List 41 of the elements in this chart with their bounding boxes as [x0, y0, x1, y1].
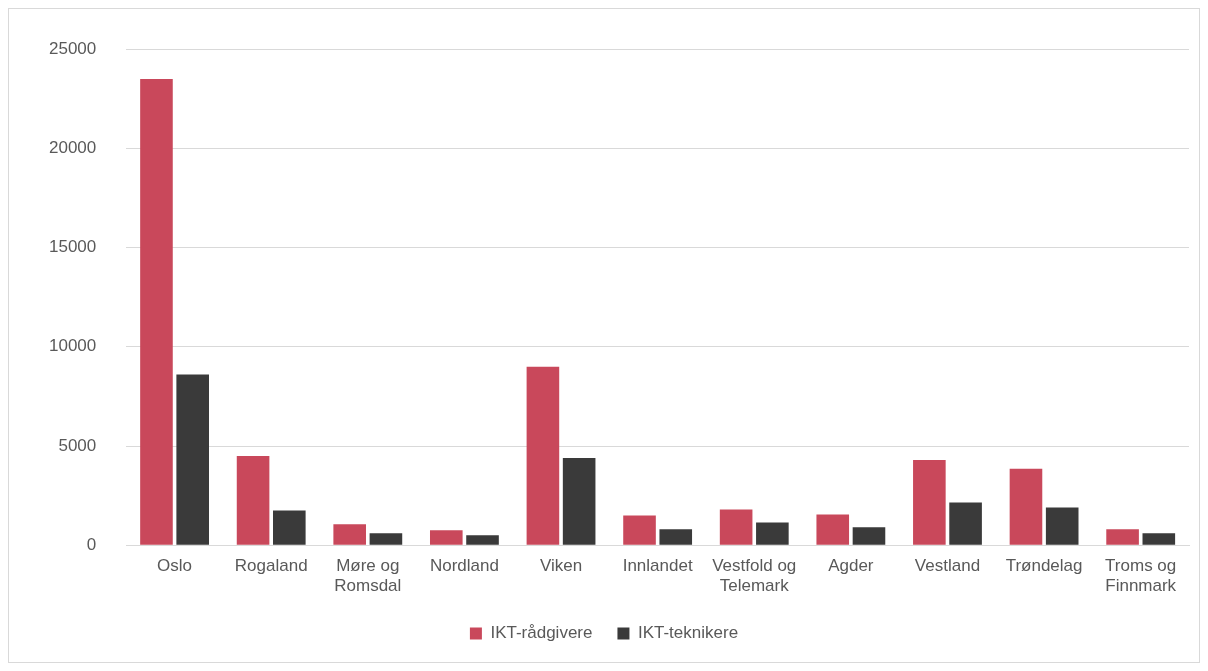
x-tick-label: Oslo [157, 556, 193, 576]
bar [1045, 507, 1079, 545]
bar [176, 374, 209, 545]
x-tick-label: Nordland [429, 556, 499, 576]
x-tick-label: Rogaland [234, 556, 308, 576]
bar [562, 457, 596, 545]
bar [273, 510, 306, 545]
bar [659, 529, 693, 545]
x-tick-label: Vestland [914, 556, 981, 576]
bar [852, 527, 886, 545]
y-tick-label: 15000 [48, 237, 97, 257]
y-tick-label: 5000 [58, 435, 97, 455]
x-tick-label: Innlandet [622, 556, 693, 576]
bar [333, 524, 366, 545]
bar [466, 535, 499, 545]
x-tick-label: Viken [539, 556, 583, 576]
bar [756, 522, 789, 545]
bar [430, 530, 463, 545]
x-tick-label: Møre og Romsdal [334, 556, 402, 596]
legend-label: IKT-rådgivere [490, 623, 593, 643]
x-tick-label: Vestfold og Telemark [712, 556, 797, 596]
bar [236, 455, 270, 545]
bar [623, 515, 656, 545]
bar [913, 459, 946, 545]
x-tick-label: Troms og Finnmark [1105, 556, 1177, 596]
bar [1106, 529, 1139, 545]
bar [526, 366, 560, 545]
bar [816, 514, 850, 545]
bar [1009, 468, 1043, 545]
y-tick-label: 20000 [48, 138, 97, 158]
y-tick-label: 0 [86, 534, 97, 554]
bar [369, 533, 403, 545]
bar [1142, 533, 1176, 545]
legend-label: IKT-teknikere [637, 623, 739, 643]
bar [140, 78, 173, 545]
x-tick-label: Trøndelag [1005, 556, 1083, 576]
bar [719, 509, 753, 545]
bar [949, 502, 982, 545]
y-tick-label: 25000 [48, 38, 97, 58]
x-tick-label: Agder [828, 556, 874, 576]
y-tick-label: 10000 [48, 336, 97, 356]
